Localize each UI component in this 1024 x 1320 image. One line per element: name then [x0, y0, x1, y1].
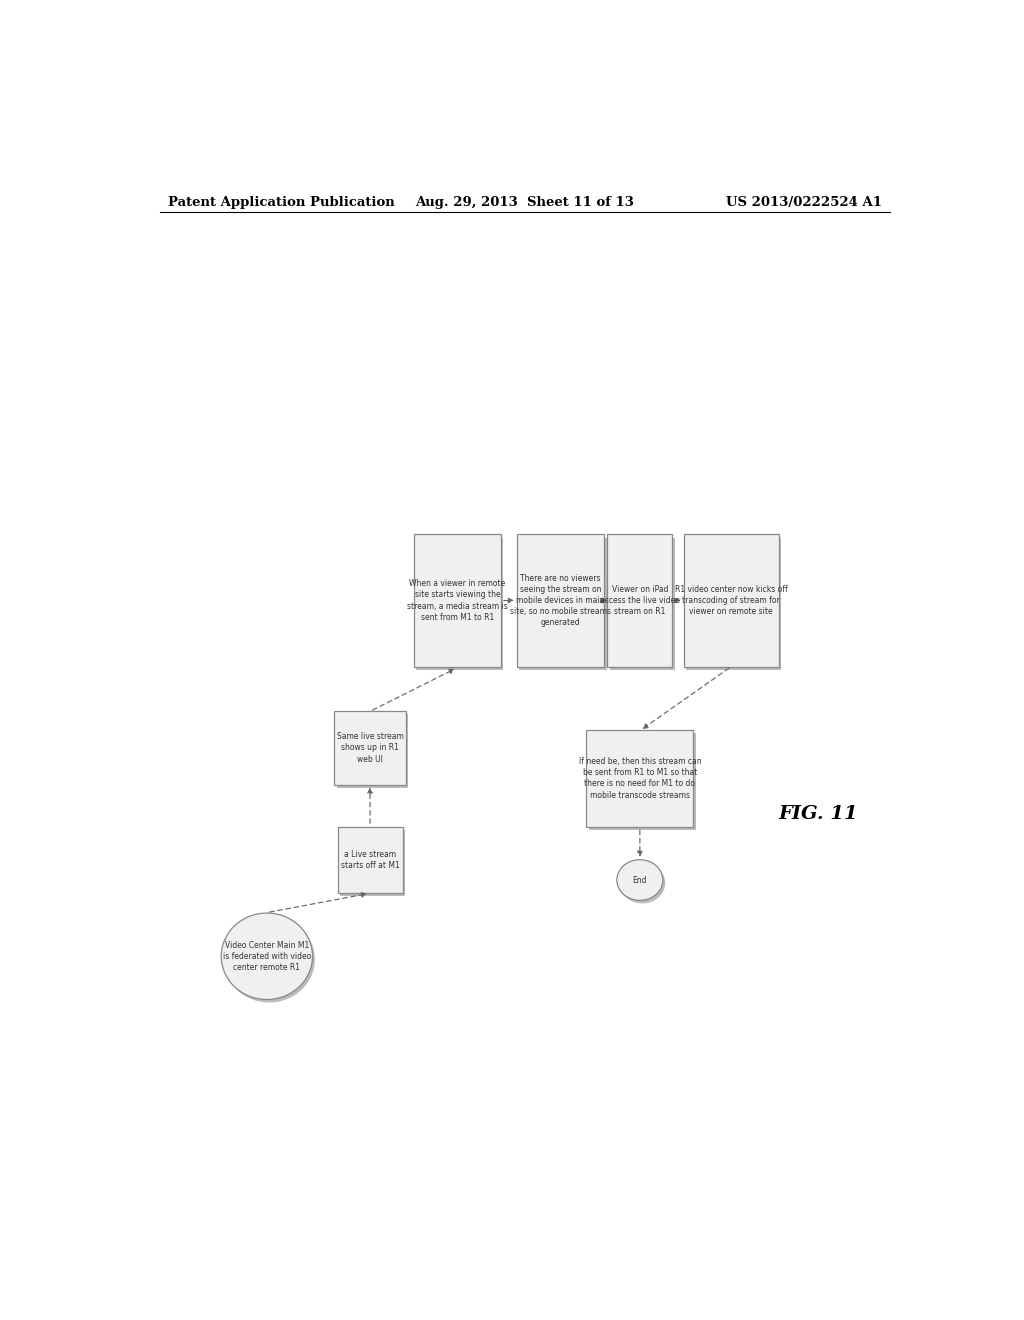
FancyBboxPatch shape: [414, 535, 501, 667]
FancyBboxPatch shape: [587, 730, 693, 826]
FancyBboxPatch shape: [684, 535, 778, 667]
Text: End: End: [633, 875, 647, 884]
FancyBboxPatch shape: [609, 537, 675, 669]
Text: If need be, then this stream can
be sent from R1 to M1 so that
there is no need : If need be, then this stream can be sent…: [579, 758, 701, 800]
Ellipse shape: [616, 859, 663, 900]
Text: Video Center Main M1
is federated with video
center remote R1: Video Center Main M1 is federated with v…: [223, 941, 311, 972]
FancyBboxPatch shape: [607, 535, 673, 667]
FancyBboxPatch shape: [338, 826, 402, 892]
Text: US 2013/0222524 A1: US 2013/0222524 A1: [726, 195, 882, 209]
Text: When a viewer in remote
site starts viewing the
stream, a media stream is
sent f: When a viewer in remote site starts view…: [407, 579, 508, 622]
FancyBboxPatch shape: [686, 537, 781, 669]
FancyBboxPatch shape: [334, 711, 406, 784]
Ellipse shape: [223, 916, 315, 1002]
Text: Same live stream
shows up in R1
web UI: Same live stream shows up in R1 web UI: [337, 733, 403, 763]
Text: R1 video center now kicks off
transcoding of stream for
viewer on remote site: R1 video center now kicks off transcodin…: [675, 585, 787, 616]
Text: Viewer on iPad
access the live video
stream on R1: Viewer on iPad access the live video str…: [600, 585, 680, 616]
Text: a Live stream
starts off at M1: a Live stream starts off at M1: [341, 850, 399, 870]
FancyBboxPatch shape: [519, 537, 606, 669]
Text: Patent Application Publication: Patent Application Publication: [168, 195, 394, 209]
Text: Aug. 29, 2013  Sheet 11 of 13: Aug. 29, 2013 Sheet 11 of 13: [416, 195, 634, 209]
FancyBboxPatch shape: [416, 537, 504, 669]
Text: FIG. 11: FIG. 11: [778, 805, 858, 822]
FancyBboxPatch shape: [337, 714, 409, 788]
FancyBboxPatch shape: [517, 535, 604, 667]
Ellipse shape: [221, 913, 312, 999]
Text: There are no viewers
seeing the stream on
mobile devices in main
site, so no mob: There are no viewers seeing the stream o…: [510, 574, 611, 627]
FancyBboxPatch shape: [589, 733, 696, 830]
Ellipse shape: [620, 863, 666, 903]
FancyBboxPatch shape: [340, 830, 404, 896]
